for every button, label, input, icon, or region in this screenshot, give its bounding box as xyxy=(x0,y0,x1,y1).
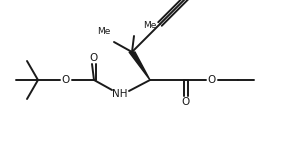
Text: Me: Me xyxy=(97,27,111,37)
Text: O: O xyxy=(90,53,98,63)
Text: O: O xyxy=(62,75,70,85)
Text: NH: NH xyxy=(112,89,128,99)
Text: Me: Me xyxy=(143,22,157,31)
Polygon shape xyxy=(129,52,150,80)
Text: O: O xyxy=(182,97,190,107)
Text: O: O xyxy=(208,75,216,85)
